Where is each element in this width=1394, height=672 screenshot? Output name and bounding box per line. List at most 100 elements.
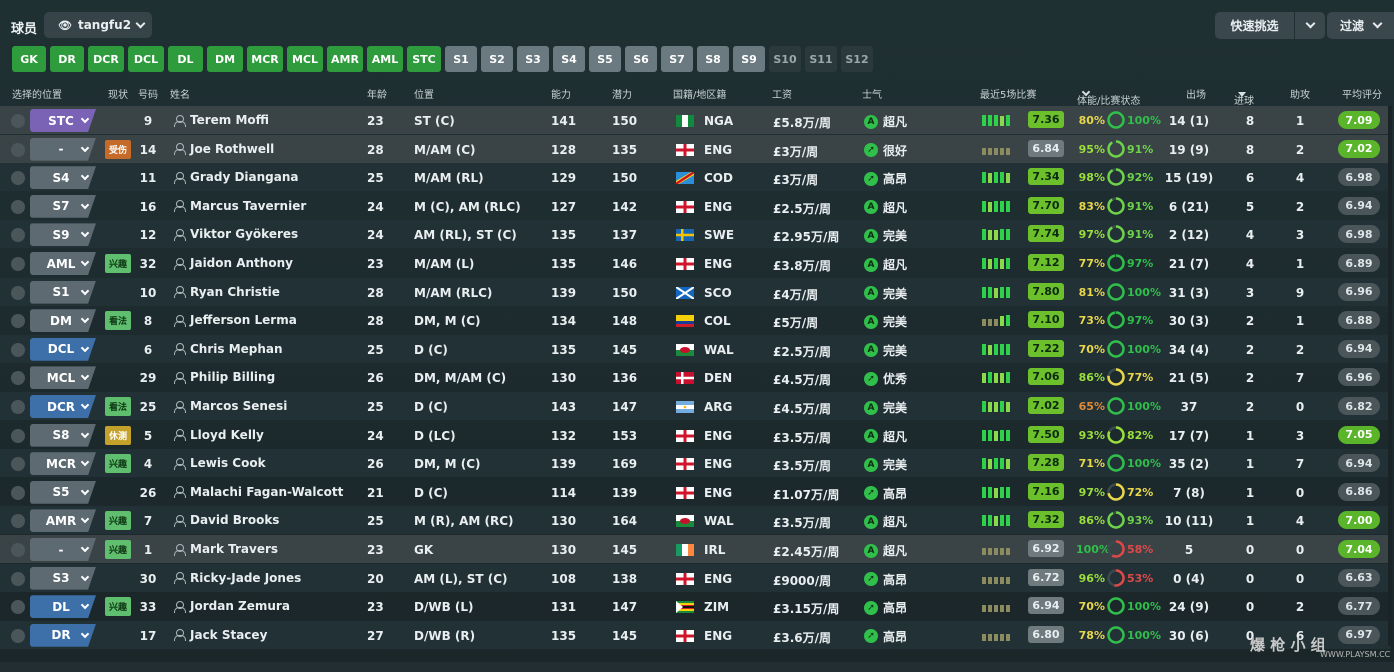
scrollbar[interactable]: [1388, 106, 1392, 646]
select-checkbox[interactable]: [11, 142, 25, 157]
select-checkbox[interactable]: [11, 171, 25, 186]
player-row[interactable]: S1 10 Ryan Christie 28 M/AM (RLC) 139 150 £4万/周…: [0, 277, 1391, 306]
position-tab-gk[interactable]: GK: [12, 46, 46, 72]
col-avg-rating[interactable]: 平均评分: [1342, 90, 1382, 101]
player-row[interactable]: MCR 兴趣 4 Lewis Cook 26 DM, M (C) 139 169 £3.5万/周…: [0, 449, 1391, 478]
player-name-cell[interactable]: David Brooks: [174, 513, 279, 527]
position-selector[interactable]: S8: [30, 423, 96, 447]
position-tab-dcl[interactable]: DCL: [128, 46, 164, 72]
position-selector[interactable]: AML: [30, 252, 96, 275]
player-row[interactable]: S9 12 Viktor Gyökeres 24 AM (RL), ST (C) 135 1…: [0, 220, 1391, 249]
position-tab-aml[interactable]: AML: [367, 46, 403, 72]
player-row[interactable]: MCL 29 Philip Billing 26 DM, M/AM (C) 130 136 £…: [0, 363, 1391, 391]
position-selector[interactable]: STC: [30, 109, 96, 132]
quick-pick-dropdown[interactable]: [1295, 12, 1325, 39]
position-selector[interactable]: S1: [30, 280, 96, 304]
position-selector[interactable]: MCL: [30, 366, 96, 390]
col-selected-position[interactable]: 选择的位置: [12, 90, 62, 101]
player-name-cell[interactable]: Jack Stacey: [174, 628, 267, 642]
player-name-cell[interactable]: Jaidon Anthony: [174, 256, 293, 270]
position-tab-stc[interactable]: STC: [407, 46, 441, 72]
player-name-cell[interactable]: Lloyd Kelly: [174, 428, 264, 442]
position-tab-s9[interactable]: S9: [733, 46, 765, 72]
position-tab-s6[interactable]: S6: [625, 46, 657, 72]
col-nationality[interactable]: 国籍/地区籍: [673, 90, 727, 101]
col-name[interactable]: 姓名: [170, 90, 190, 101]
col-wage[interactable]: 工资: [772, 90, 792, 101]
player-name[interactable]: Marcus Tavernier: [190, 198, 307, 213]
player-name-cell[interactable]: Philip Billing: [174, 370, 275, 384]
select-checkbox[interactable]: [11, 428, 25, 443]
player-row[interactable]: - 兴趣 1 Mark Travers 23 GK 130 145 £2.45万/周 IRL A 超凡…: [0, 535, 1391, 563]
player-name[interactable]: Lloyd Kelly: [190, 427, 264, 442]
position-selector[interactable]: MCR: [30, 452, 96, 476]
select-checkbox[interactable]: [11, 571, 25, 586]
select-checkbox[interactable]: [11, 114, 25, 128]
player-name-cell[interactable]: Marcus Tavernier: [174, 199, 306, 213]
player-name[interactable]: Jefferson Lerma: [190, 313, 297, 328]
player-name-cell[interactable]: Malachi Fagan-Walcott: [174, 485, 343, 499]
player-name-cell[interactable]: Grady Diangana: [174, 170, 299, 184]
player-name[interactable]: Philip Billing: [190, 370, 276, 385]
position-selector[interactable]: DL: [30, 595, 96, 619]
player-name-cell[interactable]: Mark Travers: [174, 542, 278, 556]
select-checkbox[interactable]: [11, 257, 25, 271]
player-row[interactable]: S5 26 Malachi Fagan-Walcott 21 D (C) 114 139 £1…: [0, 478, 1391, 506]
position-tab-s11[interactable]: S11: [805, 46, 837, 72]
player-row[interactable]: S4 11 Grady Diangana 25 M/AM (RL) 129 150 £3万/周…: [0, 163, 1391, 192]
col-assists[interactable]: 助攻: [1290, 90, 1310, 101]
player-name[interactable]: Ricky-Jade Jones: [190, 570, 302, 585]
position-tab-s12[interactable]: S12: [841, 46, 873, 72]
position-selector[interactable]: AMR: [30, 509, 96, 533]
player-row[interactable]: S3 30 Ricky-Jade Jones 20 AM (L), ST (C) 108 1…: [0, 563, 1391, 592]
col-age[interactable]: 年龄: [367, 90, 387, 101]
position-tab-s7[interactable]: S7: [661, 46, 693, 72]
position-selector[interactable]: S9: [30, 223, 96, 247]
col-ability[interactable]: 能力: [551, 90, 571, 101]
player-name[interactable]: Jordan Zemura: [190, 599, 290, 614]
player-name-cell[interactable]: Ryan Christie: [174, 285, 280, 299]
select-checkbox[interactable]: [11, 342, 25, 357]
select-checkbox[interactable]: [11, 485, 25, 500]
select-checkbox[interactable]: [11, 600, 25, 615]
player-name[interactable]: Chris Mephan: [190, 341, 283, 356]
player-name[interactable]: Lewis Cook: [190, 456, 266, 471]
position-tab-s2[interactable]: S2: [481, 46, 513, 72]
player-row[interactable]: S8 休测 5 Lloyd Kelly 24 D (LC) 132 153 £3.5万/周 ENG…: [0, 421, 1391, 449]
player-name-cell[interactable]: Ricky-Jade Jones: [174, 571, 301, 585]
player-name-cell[interactable]: Marcos Senesi: [174, 399, 287, 413]
player-row[interactable]: AML 兴趣 32 Jaidon Anthony 23 M/AM (L) 135 146 £3.…: [0, 249, 1391, 277]
col-potential[interactable]: 潜力: [612, 90, 632, 101]
select-checkbox[interactable]: [11, 628, 25, 643]
select-checkbox[interactable]: [11, 400, 25, 414]
player-name[interactable]: Malachi Fagan-Walcott: [190, 484, 344, 499]
position-tab-s4[interactable]: S4: [553, 46, 585, 72]
col-last5[interactable]: 最近5场比赛: [980, 90, 1037, 101]
position-tab-dl[interactable]: DL: [168, 46, 203, 72]
player-name[interactable]: Jack Stacey: [190, 627, 268, 642]
player-name[interactable]: Jaidon Anthony: [190, 256, 293, 270]
position-tab-s8[interactable]: S8: [697, 46, 729, 72]
select-checkbox[interactable]: [11, 228, 25, 243]
player-row[interactable]: - 受伤 14 Joe Rothwell 28 M/AM (C) 128 135 £3万/周 EN…: [0, 134, 1391, 163]
col-number[interactable]: 号码: [138, 90, 158, 101]
position-tab-s3[interactable]: S3: [517, 46, 549, 72]
view-selector[interactable]: 👁 tangfu2: [44, 12, 152, 38]
player-name-cell[interactable]: Viktor Gyökeres: [174, 227, 298, 241]
player-row[interactable]: DM 看法 8 Jefferson Lerma 28 DM, M (C) 134 148 £5万…: [0, 306, 1391, 334]
player-row[interactable]: DCL 6 Chris Mephan 25 D (C) 135 145 £2.5万/周 WAL A…: [0, 334, 1391, 363]
position-tab-dr[interactable]: DR: [50, 46, 84, 72]
select-checkbox[interactable]: [11, 314, 25, 329]
select-checkbox[interactable]: [11, 285, 25, 300]
position-tab-mcr[interactable]: MCR: [247, 46, 283, 72]
player-row[interactable]: STC 9 Terem Moffi 23 ST (C) 141 150 £5.8万/周 NGA A…: [0, 106, 1391, 134]
position-selector[interactable]: S7: [30, 194, 96, 218]
filter-button[interactable]: 过滤: [1327, 12, 1394, 39]
position-tab-s1[interactable]: S1: [445, 46, 477, 72]
player-row[interactable]: DL 兴趣 33 Jordan Zemura 23 D/WB (L) 131 147 £3.15…: [0, 592, 1391, 620]
position-tab-s5[interactable]: S5: [589, 46, 621, 72]
select-checkbox[interactable]: [11, 514, 25, 529]
position-selector[interactable]: DCL: [30, 337, 96, 361]
player-row[interactable]: DR 17 Jack Stacey 27 D/WB (R) 135 145 £3.6万/周 EN…: [0, 620, 1391, 649]
player-name[interactable]: Grady Diangana: [190, 170, 299, 185]
